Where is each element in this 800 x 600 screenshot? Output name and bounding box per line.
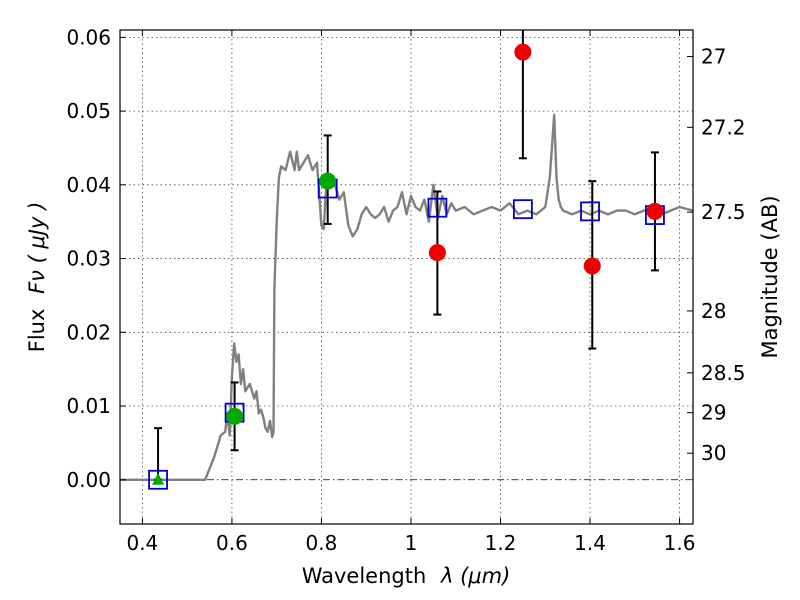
y-axis-label-symbol: Fν ( μJy ): [25, 202, 49, 294]
y-axis-label: Flux Fν ( μJy ): [25, 202, 49, 353]
plot-area: [120, 30, 693, 490]
magnitude-tick-label: 27.2: [701, 115, 746, 139]
synthetic-photometry-square: [148, 469, 168, 490]
x-axis-label: Wavelength λ (μm): [302, 564, 511, 588]
red-observed-point: [428, 244, 446, 262]
x-tick-label: 1.4: [574, 531, 606, 555]
magnitude-tick-label: 27.5: [701, 200, 746, 224]
x-tick-label: 0.8: [306, 531, 338, 555]
red-observed-point: [583, 257, 601, 275]
right-axis-label: Magnitude (AB): [758, 195, 782, 358]
x-axis-label-prefix: Wavelength: [302, 564, 427, 588]
axis-ticks: 0.4 0.6 0.8 1 1.2 1.4 1.6 0.00 0.01 0.02 0.03 0.04 0…: [66, 25, 745, 555]
y-tick-label: 0.05: [66, 99, 111, 123]
x-axis-label-symbol: λ (μm): [440, 564, 510, 588]
y-tick-label: 0.00: [66, 468, 111, 492]
grid-lines: [120, 30, 693, 524]
green-detection-point: [319, 172, 337, 190]
green-upper-limit-triangle: [152, 472, 165, 485]
y-tick-label: 0.06: [66, 25, 111, 49]
magnitude-tick-label: 27: [701, 45, 726, 69]
magnitude-tick-label: 30: [701, 441, 726, 465]
model-spectrum-line: [120, 113, 693, 481]
y-tick-label: 0.01: [66, 394, 111, 418]
x-tick-label: 1: [405, 531, 418, 555]
y-tick-label: 0.02: [66, 320, 111, 344]
y-tick-label: 0.03: [66, 247, 111, 271]
red-observed-point: [646, 202, 664, 220]
x-tick-label: 1.6: [664, 531, 696, 555]
magnitude-tick-label: 28.5: [701, 361, 746, 385]
synthetic-photometry-square: [512, 199, 533, 220]
synthetic-photometry-square: [580, 201, 600, 222]
x-tick-label: 0.4: [126, 531, 158, 555]
plot-frame: [119, 29, 694, 525]
x-tick-label: 0.6: [216, 531, 248, 555]
green-detection-point: [226, 407, 244, 425]
red-observed-point: [514, 43, 532, 61]
magnitude-tick-label: 28: [701, 299, 726, 323]
y-tick-label: 0.04: [66, 173, 111, 197]
synthetic-photometry-square: [427, 197, 448, 218]
y-axis-label-prefix: Flux: [25, 309, 49, 353]
x-tick-label: 1.2: [485, 531, 517, 555]
magnitude-tick-label: 29: [701, 401, 726, 425]
